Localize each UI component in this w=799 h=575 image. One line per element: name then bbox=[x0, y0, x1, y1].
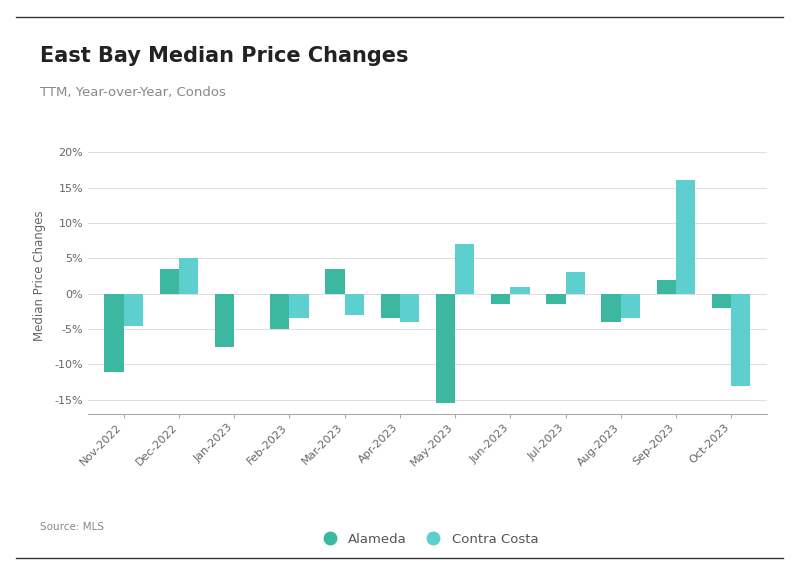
Bar bbox=[547, 294, 566, 304]
Bar bbox=[657, 279, 676, 294]
Bar bbox=[400, 294, 419, 322]
Y-axis label: Median Price Changes: Median Price Changes bbox=[33, 210, 46, 342]
Legend: Alameda, Contra Costa: Alameda, Contra Costa bbox=[312, 527, 543, 551]
Bar bbox=[491, 294, 511, 304]
Bar bbox=[455, 244, 475, 294]
Bar bbox=[325, 269, 344, 294]
Bar bbox=[731, 294, 750, 386]
Bar bbox=[215, 294, 234, 347]
Bar bbox=[289, 294, 308, 319]
Bar bbox=[160, 269, 179, 294]
Bar bbox=[621, 294, 640, 319]
Bar bbox=[270, 294, 289, 329]
Text: Source: MLS: Source: MLS bbox=[40, 522, 104, 532]
Text: TTM, Year-over-Year, Condos: TTM, Year-over-Year, Condos bbox=[40, 86, 226, 99]
Bar bbox=[124, 294, 143, 325]
Bar bbox=[380, 294, 400, 319]
Bar bbox=[511, 286, 530, 294]
Bar bbox=[602, 294, 621, 322]
Bar bbox=[105, 294, 124, 371]
Bar bbox=[566, 273, 585, 294]
Bar bbox=[344, 294, 364, 315]
Bar bbox=[179, 258, 198, 294]
Text: East Bay Median Price Changes: East Bay Median Price Changes bbox=[40, 46, 408, 66]
Bar bbox=[435, 294, 455, 404]
Bar bbox=[712, 294, 731, 308]
Bar bbox=[676, 181, 695, 294]
